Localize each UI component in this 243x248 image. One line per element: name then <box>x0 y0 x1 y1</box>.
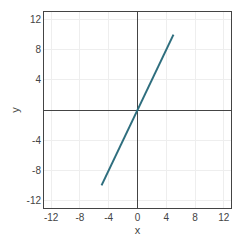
svg-text:8: 8 <box>35 44 41 55</box>
svg-text:12: 12 <box>30 14 42 25</box>
svg-text:-12: -12 <box>27 195 42 206</box>
svg-text:x: x <box>135 224 141 236</box>
svg-text:4: 4 <box>35 74 41 85</box>
svg-text:-12: -12 <box>44 212 59 223</box>
svg-text:12: 12 <box>218 212 230 223</box>
svg-text:y: y <box>9 107 21 113</box>
svg-text:0: 0 <box>135 212 141 223</box>
svg-text:-8: -8 <box>76 212 85 223</box>
svg-text:-8: -8 <box>32 165 41 176</box>
svg-text:-4: -4 <box>104 212 113 223</box>
svg-text:-4: -4 <box>32 135 41 146</box>
svg-text:4: 4 <box>163 212 169 223</box>
svg-text:8: 8 <box>192 212 198 223</box>
